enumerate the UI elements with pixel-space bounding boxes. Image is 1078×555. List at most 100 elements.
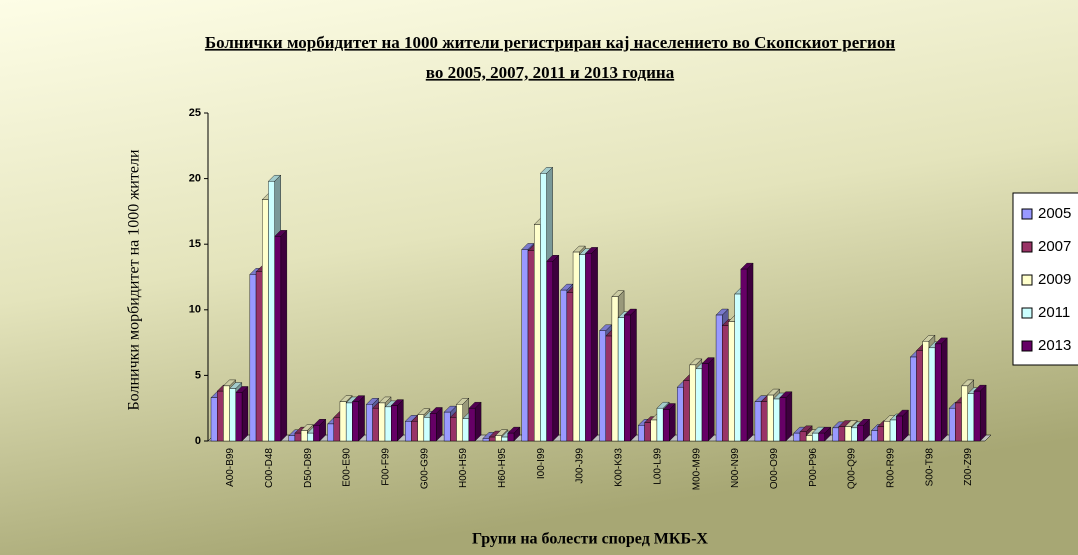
bar — [883, 421, 891, 442]
bar — [216, 390, 224, 442]
x-tick-label: A00-B99 — [225, 448, 236, 487]
bar — [417, 414, 425, 442]
bar — [488, 436, 496, 442]
y-tick-label: 5 — [195, 369, 201, 381]
bar — [546, 261, 553, 442]
bar — [300, 430, 308, 442]
bar — [624, 314, 631, 442]
bar — [851, 427, 858, 442]
bar — [534, 224, 541, 442]
bar — [223, 385, 230, 442]
bar — [793, 432, 801, 442]
bar — [585, 253, 592, 442]
bar — [468, 408, 476, 442]
bar — [644, 422, 651, 442]
legend-swatch — [1021, 241, 1033, 253]
bar — [566, 292, 574, 442]
bar — [683, 380, 690, 442]
bar — [760, 401, 768, 442]
x-tick-label: R00-R99 — [886, 448, 897, 488]
bar — [910, 356, 917, 442]
y-tick-label: 0 — [195, 435, 201, 447]
bar — [650, 419, 658, 442]
chart-title: Болнички морбидитет на 1000 жители регис… — [205, 33, 895, 52]
bar — [877, 426, 885, 442]
bar — [767, 394, 774, 442]
bar — [611, 296, 619, 442]
bar — [656, 408, 664, 442]
x-tick-label: S00-T98 — [924, 448, 935, 487]
x-tick-label: D50-D89 — [303, 448, 314, 488]
bar-side — [746, 262, 754, 442]
bar — [734, 293, 742, 442]
x-tick-label: Z00-Z99 — [963, 448, 974, 486]
bar-side — [630, 308, 637, 442]
legend-label: 2009 — [1038, 271, 1071, 288]
x-tick-label: G00-G99 — [419, 448, 430, 490]
y-tick-label: 15 — [189, 238, 201, 250]
x-tick-label: L00-L99 — [652, 448, 663, 485]
bar — [456, 404, 463, 442]
bar — [722, 325, 729, 442]
bar — [754, 401, 762, 442]
bar — [255, 271, 263, 442]
legend-swatch — [1021, 274, 1033, 286]
bar — [779, 397, 787, 442]
bar — [832, 427, 839, 442]
bar — [235, 392, 243, 442]
bar-side — [785, 391, 793, 442]
bar — [540, 173, 547, 442]
x-tick-label: H60-H95 — [497, 448, 508, 488]
bar — [482, 438, 490, 442]
bar-side — [280, 229, 288, 442]
bar — [740, 268, 748, 442]
bar — [527, 250, 535, 442]
bar — [327, 423, 334, 442]
bar — [405, 421, 412, 442]
x-tick-label: F00-F99 — [380, 448, 391, 486]
bar — [229, 388, 237, 442]
bar — [443, 411, 451, 442]
bar — [896, 415, 903, 442]
bar — [948, 408, 956, 442]
bar — [378, 402, 386, 442]
bar — [210, 397, 218, 442]
bar — [857, 425, 864, 442]
bar — [352, 401, 359, 442]
chart-title: во 2005, 2007, 2011 и 2013 година — [426, 63, 675, 82]
bar — [268, 181, 275, 442]
bar — [333, 417, 341, 442]
bar-side — [358, 395, 365, 442]
bar-side — [669, 403, 676, 442]
bar — [249, 274, 257, 442]
legend-label: 2005 — [1038, 205, 1071, 222]
bar-side — [941, 337, 948, 442]
bar — [495, 435, 502, 442]
legend-swatch — [1021, 340, 1033, 352]
bar — [715, 314, 723, 442]
bar — [450, 417, 457, 442]
bar — [617, 317, 625, 442]
bar — [928, 347, 936, 442]
bar — [889, 419, 897, 442]
x-tick-label: M00-M99 — [691, 448, 702, 491]
bar — [288, 435, 296, 442]
bar — [677, 387, 684, 442]
x-tick-label: N00-N99 — [730, 448, 741, 488]
bar — [799, 431, 807, 442]
bar — [961, 385, 968, 442]
bar — [818, 432, 825, 442]
x-tick-label: Q00-Q99 — [847, 448, 858, 490]
bar — [423, 417, 431, 442]
bar — [411, 421, 418, 442]
x-tick-label: C00-D48 — [264, 448, 275, 488]
bar — [973, 390, 981, 442]
bar-side — [474, 401, 482, 442]
bar — [274, 236, 282, 442]
legend-label: 2007 — [1038, 238, 1071, 255]
bar — [599, 330, 606, 442]
bar — [922, 341, 930, 442]
bar — [838, 426, 846, 442]
bar — [805, 435, 813, 442]
bar — [521, 249, 529, 442]
